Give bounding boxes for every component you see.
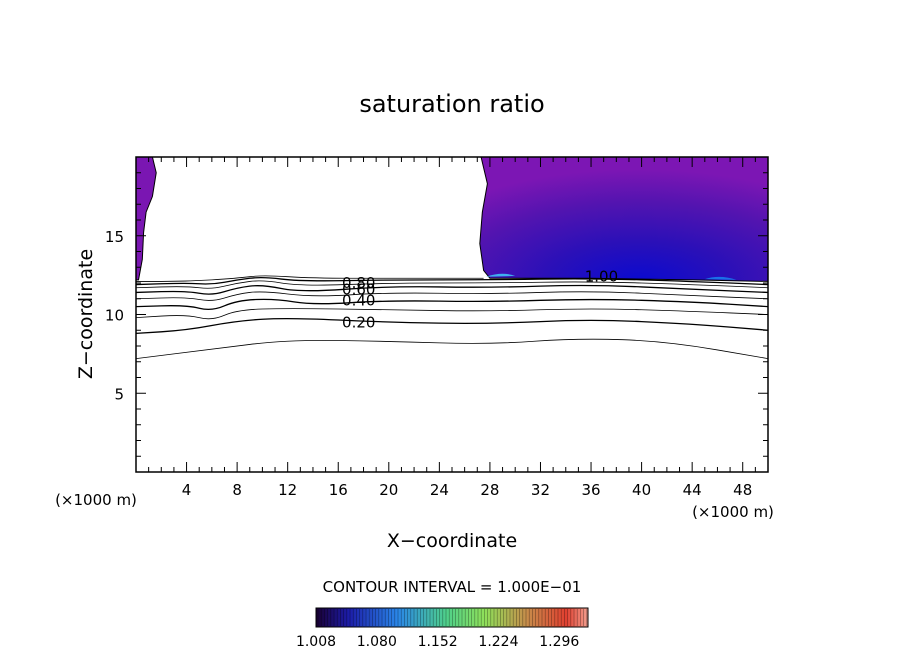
x-tick-label: 24 bbox=[430, 481, 449, 499]
contour-line-0.2 bbox=[136, 317, 768, 335]
shaded-regions bbox=[136, 157, 768, 282]
chart-title: saturation ratio bbox=[359, 90, 544, 118]
contour-lines bbox=[136, 275, 768, 359]
contour-line-0.8 bbox=[136, 276, 768, 286]
x-tick-label: 32 bbox=[531, 481, 550, 499]
x-tick-label: 4 bbox=[182, 481, 192, 499]
colorbar-labels: 1.008 1.080 1.152 1.224 1.296 bbox=[296, 634, 579, 650]
colorbar-label: 1.080 bbox=[357, 634, 397, 650]
x-axis-label: X−coordinate bbox=[387, 530, 517, 552]
axis-ticks bbox=[136, 157, 768, 472]
contour-label: 0.40 bbox=[342, 291, 375, 309]
contour-line-0.9 bbox=[136, 275, 484, 282]
y-axis-label: Z−coordinate bbox=[75, 249, 97, 379]
x-tick-label: 44 bbox=[683, 481, 702, 499]
colorbar-label: 1.296 bbox=[539, 634, 579, 650]
colorbar-label: 1.008 bbox=[296, 634, 336, 650]
x-tick-label: 20 bbox=[379, 481, 398, 499]
x-tick-label: 8 bbox=[232, 481, 242, 499]
contour-line-0.7 bbox=[136, 280, 768, 289]
x-tick-label: 12 bbox=[278, 481, 297, 499]
y-tick-label: 5 bbox=[114, 385, 124, 403]
contour-label: 1.00 bbox=[585, 268, 618, 286]
contour-label: 0.80 bbox=[342, 274, 375, 292]
colorbar-label: 1.224 bbox=[478, 634, 518, 650]
contour-interval-label: CONTOUR INTERVAL = 1.000E−01 bbox=[323, 578, 582, 596]
x-tick-label: 40 bbox=[632, 481, 651, 499]
contour-line-0.4 bbox=[136, 298, 768, 310]
contour-line-0.5 bbox=[136, 291, 768, 301]
x-tick-label: 36 bbox=[581, 481, 600, 499]
contour-line-0.3 bbox=[136, 308, 768, 320]
contour-line-0.6 bbox=[136, 284, 768, 295]
x-tick-label: 28 bbox=[480, 481, 499, 499]
right-supersaturated-region bbox=[479, 157, 768, 282]
left-supersaturated-region bbox=[136, 157, 157, 281]
colorbar bbox=[315, 607, 589, 628]
max-sliver-right bbox=[704, 276, 737, 280]
colorbar-stripes bbox=[317, 609, 588, 626]
x-tick-labels: 4 8 12 16 20 24 28 32 36 40 44 48 bbox=[182, 481, 752, 499]
contour-label: 0.20 bbox=[342, 313, 375, 331]
x-unit-right: (×1000 m) bbox=[692, 503, 774, 521]
contour-label: 0.60 bbox=[342, 280, 375, 298]
x-unit-left: (×1000 m) bbox=[55, 491, 137, 509]
colorbar-label: 1.152 bbox=[418, 634, 458, 650]
y-tick-label: 10 bbox=[105, 307, 124, 325]
x-tick-label: 48 bbox=[733, 481, 752, 499]
contour-labels: 0.800.600.40 0.20 1.00 bbox=[342, 268, 618, 332]
x-tick-label: 16 bbox=[329, 481, 348, 499]
contour-line-0.1 bbox=[136, 338, 768, 359]
y-tick-label: 15 bbox=[105, 228, 124, 246]
max-sliver-left bbox=[486, 273, 516, 277]
y-tick-labels: 5 10 15 bbox=[105, 228, 124, 404]
